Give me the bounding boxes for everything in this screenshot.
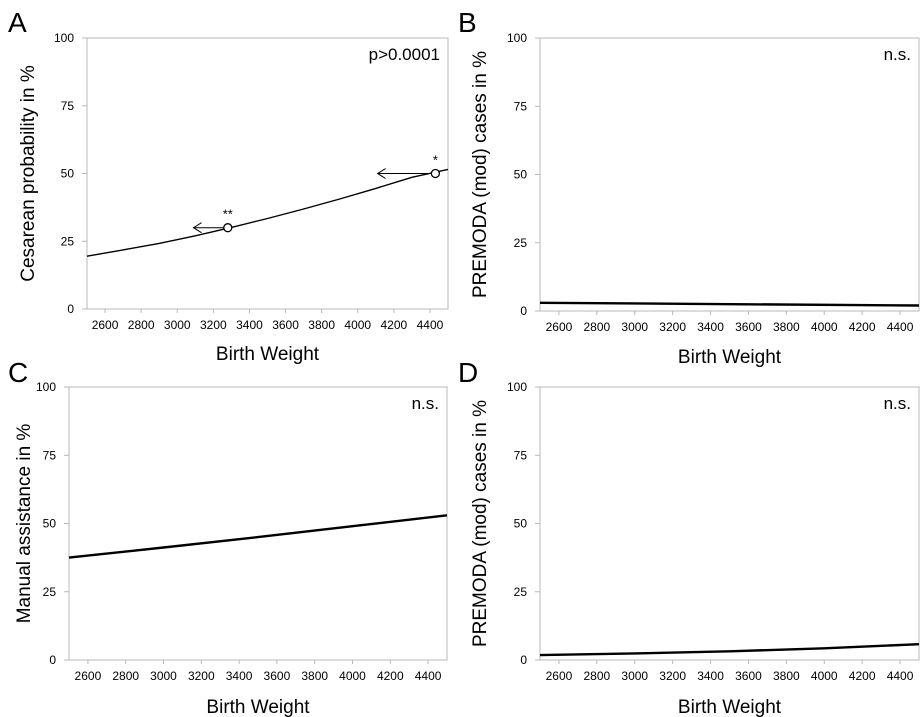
y-tick-label: 0	[520, 304, 527, 318]
x-tick-label: 3800	[773, 669, 800, 683]
x-tick-label: 3800	[301, 669, 328, 683]
y-tick-label: 50	[43, 517, 57, 531]
x-tick-label: 4000	[811, 669, 838, 683]
x-tick-label: 4000	[339, 669, 366, 683]
y-axis-title: PREMODA (mod) cases in %	[470, 51, 491, 298]
y-tick-label: 0	[520, 653, 527, 667]
x-tick-label: 2800	[112, 669, 139, 683]
x-tick-label: 2800	[128, 318, 155, 332]
x-tick-label: 2800	[583, 320, 610, 334]
x-tick-label: 4000	[811, 320, 838, 334]
y-tick-label: 75	[43, 448, 57, 462]
significance-annotation: n.s.	[884, 394, 911, 413]
x-tick-label: 3200	[659, 669, 686, 683]
x-tick-label: 4000	[344, 318, 371, 332]
panel-label: A	[8, 7, 27, 38]
x-tick-label: 3400	[236, 318, 263, 332]
y-tick-label: 75	[514, 448, 528, 462]
series-line	[539, 301, 920, 307]
x-tick-label: 4400	[417, 318, 444, 332]
y-tick-label: 50	[514, 168, 528, 182]
y-tick-label: 25	[43, 585, 57, 599]
x-tick-label: 3600	[272, 318, 299, 332]
plot-frame	[539, 386, 920, 661]
y-tick-label: 0	[67, 302, 74, 316]
x-tick-label: 4200	[380, 318, 407, 332]
x-tick-label: 2800	[583, 669, 610, 683]
series-line	[86, 168, 449, 257]
x-tick-label: 4200	[377, 669, 404, 683]
y-tick-label: 100	[507, 31, 527, 45]
x-tick-label: 3000	[621, 320, 648, 334]
y-tick-label: 0	[49, 653, 56, 667]
chart-panel-b: B 0 25 50 75 100 2600 2800 3000 3200 3400 3600 3800 4…	[458, 7, 920, 368]
x-tick-label: 3200	[659, 320, 686, 334]
plot-frame	[539, 37, 920, 312]
x-tick-label: 3800	[773, 320, 800, 334]
y-axis-title: PREMODA (mod) cases in %	[470, 400, 491, 647]
x-tick-label: 4200	[849, 669, 876, 683]
y-tick-label: 25	[514, 585, 528, 599]
y-axis-title: Cesarean probability in %	[18, 65, 39, 282]
y-tick-label: 50	[514, 517, 528, 531]
significance-annotation: p>0.0001	[369, 45, 440, 64]
y-tick-label: 50	[61, 167, 75, 181]
x-tick-label: 3600	[735, 669, 762, 683]
plot-frame	[68, 386, 448, 661]
arrow-head	[192, 222, 202, 234]
y-axis-title: Manual assistance in %	[14, 424, 35, 624]
marker-label: **	[223, 207, 233, 222]
x-tick-label: 3400	[226, 669, 253, 683]
chart-panel-d: D 0 25 50 75 100 2600 2800 3000 3200 3400 3600 3800 4…	[458, 357, 920, 717]
data-point-marker	[430, 168, 441, 179]
y-tick-label: 75	[514, 99, 528, 113]
x-tick-label: 3000	[621, 669, 648, 683]
x-tick-label: 3000	[150, 669, 177, 683]
x-tick-label: 3400	[697, 669, 724, 683]
arrow-head	[376, 168, 386, 179]
x-tick-label: 2600	[75, 669, 102, 683]
y-tick-label: 100	[507, 380, 527, 394]
panel-label: B	[458, 7, 477, 38]
x-axis-title: Birth Weight	[678, 697, 782, 717]
panel-label: C	[8, 357, 28, 388]
x-tick-label: 3400	[697, 320, 724, 334]
chart-panel-c: C 0 25 50 75 100 2600 2800 3000 3200 3400 3600 3800 4…	[8, 357, 448, 717]
y-tick-label: 25	[514, 236, 528, 250]
x-tick-label: 3800	[308, 318, 335, 332]
x-tick-label: 3600	[264, 669, 291, 683]
panel-label: D	[458, 357, 478, 388]
x-tick-label: 3000	[164, 318, 191, 332]
x-tick-label: 3200	[200, 318, 227, 332]
significance-annotation: n.s.	[412, 394, 439, 413]
x-tick-label: 2600	[92, 318, 119, 332]
series-line	[68, 514, 448, 559]
x-tick-label: 4400	[887, 320, 914, 334]
significance-annotation: n.s.	[884, 45, 911, 64]
x-tick-label: 2600	[546, 320, 573, 334]
x-axis-title: Birth Weight	[678, 347, 782, 368]
x-tick-label: 3200	[188, 669, 215, 683]
y-tick-label: 75	[61, 99, 75, 113]
x-tick-label: 4200	[849, 320, 876, 334]
data-point-marker	[223, 223, 233, 233]
y-tick-label: 100	[36, 380, 56, 394]
x-tick-label: 3600	[735, 320, 762, 334]
y-tick-label: 100	[54, 31, 74, 45]
series-line	[539, 643, 920, 657]
marker-label: *	[433, 153, 438, 168]
x-axis-title: Birth Weight	[206, 697, 310, 717]
chart-panel-a: A 0 25 50 75 100 2600 2800 3000 3200 3400 3600 3800 4…	[8, 7, 449, 365]
x-tick-label: 4400	[415, 669, 442, 683]
x-tick-label: 4400	[887, 669, 914, 683]
x-axis-title: Birth Weight	[216, 344, 320, 365]
y-tick-label: 25	[61, 234, 75, 248]
x-tick-label: 2600	[546, 669, 573, 683]
